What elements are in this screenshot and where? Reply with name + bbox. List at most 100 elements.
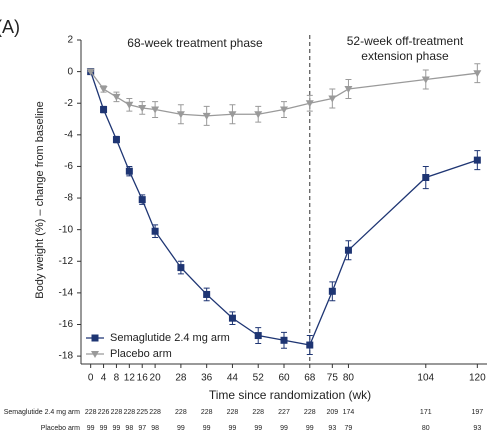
x-tick-label: 0 [88,373,94,384]
table-cell: 99 [254,425,262,432]
y-tick-label: -14 [59,288,74,299]
marker [99,85,108,93]
table-cell: 80 [422,425,430,432]
x-tick-label: 68 [304,373,316,384]
table-cell: 228 [201,409,213,416]
marker [177,264,185,272]
phase-label: extension phase [361,49,449,63]
marker [228,314,236,322]
marker [228,111,237,119]
y-tick-label: -2 [64,98,73,109]
x-tick-label: 75 [327,373,339,384]
table-cell: 93 [473,425,481,432]
table-cell: 228 [111,409,123,416]
x-tick-label: 52 [253,373,265,384]
marker [176,111,185,119]
table-cell: 174 [343,409,355,416]
table-cell: 93 [328,425,336,432]
marker [138,196,146,204]
series-line [90,71,478,117]
marker [112,93,121,101]
y-tick-label: -10 [59,224,74,235]
marker [151,106,160,114]
table-cell: 97 [138,425,146,432]
marker [344,85,353,93]
marker [86,68,95,76]
table-cell: 197 [471,409,483,416]
table-cell: 209 [326,409,338,416]
legend-label: Semaglutide 2.4 mg arm [110,332,230,344]
marker [100,106,108,114]
y-tick-label: -6 [64,161,73,172]
phase-label: 52-week off-treatment [347,34,464,48]
x-tick-label: 28 [175,373,187,384]
table-cell: 228 [175,409,187,416]
table-cell: 228 [227,409,239,416]
marker [421,76,430,84]
marker [125,167,133,175]
marker [328,287,336,295]
x-tick-label: 8 [114,373,120,384]
table-cell: 99 [113,425,121,432]
series-line [90,71,478,346]
table-cell: 225 [136,409,148,416]
table-cell: 228 [85,409,97,416]
table-row-label: Placebo arm [41,425,80,432]
y-tick-label: -4 [64,129,73,140]
x-tick-label: 44 [227,373,239,384]
y-tick-label: 2 [67,35,73,46]
table-cell: 227 [278,409,290,416]
table-cell: 228 [252,409,264,416]
marker [305,100,314,108]
table-cell: 99 [229,425,237,432]
x-tick-label: 20 [150,373,162,384]
marker [344,246,352,254]
marker [422,174,430,182]
marker [306,341,314,349]
y-tick-label: -8 [64,193,73,204]
legend-marker [91,334,99,342]
marker [280,106,288,114]
table-cell: 99 [280,425,288,432]
y-tick-label: 0 [67,66,73,77]
phase-label: 68-week treatment phase [127,36,263,50]
table-cell: 226 [98,409,110,416]
marker [280,336,288,344]
marker [473,70,482,78]
table-cell: 98 [151,425,159,432]
marker [202,112,211,120]
table-cell: 98 [125,425,133,432]
x-tick-label: 4 [101,373,107,384]
table-cell: 99 [203,425,211,432]
legend-marker [91,351,99,358]
marker [254,332,262,340]
x-tick-label: 36 [201,373,213,384]
x-axis-title: Time since randomization (wk) [209,388,371,402]
marker [254,111,263,119]
table-cell: 171 [420,409,432,416]
y-axis-title: Body weight (%) – change from baseline [34,101,46,299]
table-cell: 99 [177,425,185,432]
marker [203,290,211,298]
marker [151,227,159,235]
table-cell: 99 [87,425,95,432]
table-cell: 228 [149,409,161,416]
x-tick-label: 16 [137,373,149,384]
y-tick-label: -16 [59,319,74,330]
x-tick-label: 80 [343,373,355,384]
marker [138,104,147,112]
x-tick-label: 12 [124,373,136,384]
table-cell: 79 [345,425,353,432]
table-cell: 228 [304,409,316,416]
table-cell: 99 [306,425,314,432]
legend-label: Placebo arm [110,348,172,360]
marker [125,101,134,109]
x-tick-label: 60 [278,373,290,384]
y-tick-label: -18 [59,351,74,362]
marker [328,95,337,103]
marker [112,136,120,144]
x-tick-label: 104 [417,373,434,384]
x-tick-label: 120 [469,373,486,384]
panel-label: (A) [0,17,20,37]
